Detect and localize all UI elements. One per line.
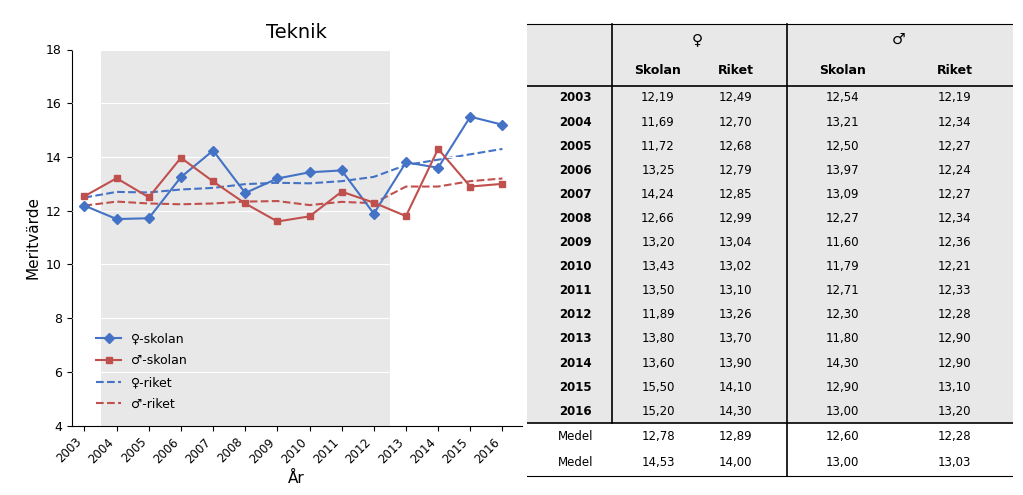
Text: 12,66: 12,66 bbox=[641, 212, 675, 225]
Text: 12,90: 12,90 bbox=[938, 333, 971, 346]
Text: Medel: Medel bbox=[558, 456, 593, 469]
Text: 13,00: 13,00 bbox=[826, 405, 859, 418]
Text: 12,27: 12,27 bbox=[938, 140, 971, 152]
Text: Medel: Medel bbox=[558, 430, 593, 443]
Text: 2010: 2010 bbox=[560, 260, 591, 273]
Text: 13,21: 13,21 bbox=[826, 115, 859, 129]
Text: 12,70: 12,70 bbox=[719, 115, 753, 129]
Text: 11,60: 11,60 bbox=[826, 236, 859, 249]
Text: Skolan: Skolan bbox=[819, 64, 866, 77]
Text: 11,72: 11,72 bbox=[641, 140, 675, 152]
Text: 13,00: 13,00 bbox=[826, 456, 859, 469]
Text: 13,60: 13,60 bbox=[641, 356, 675, 370]
Text: 13,43: 13,43 bbox=[641, 260, 675, 273]
Text: 14,30: 14,30 bbox=[719, 405, 753, 418]
Text: 13,04: 13,04 bbox=[719, 236, 753, 249]
Text: 12,89: 12,89 bbox=[719, 430, 753, 443]
Text: 11,79: 11,79 bbox=[826, 260, 859, 273]
Text: 12,99: 12,99 bbox=[719, 212, 753, 225]
Text: 2005: 2005 bbox=[560, 140, 591, 152]
Text: 12,90: 12,90 bbox=[826, 381, 859, 394]
Text: 2006: 2006 bbox=[560, 164, 591, 177]
Text: 13,20: 13,20 bbox=[938, 405, 971, 418]
Text: 13,50: 13,50 bbox=[641, 284, 675, 297]
Text: 13,10: 13,10 bbox=[719, 284, 753, 297]
Text: 14,53: 14,53 bbox=[641, 456, 675, 469]
Text: 12,90: 12,90 bbox=[938, 356, 971, 370]
Text: 12,49: 12,49 bbox=[719, 92, 753, 104]
Text: 14,30: 14,30 bbox=[826, 356, 859, 370]
Text: 2007: 2007 bbox=[560, 188, 591, 201]
Text: 2015: 2015 bbox=[560, 381, 591, 394]
Text: 12,78: 12,78 bbox=[641, 430, 675, 443]
Bar bbox=[527, 423, 1013, 476]
Text: 2011: 2011 bbox=[560, 284, 591, 297]
Legend: ♀-skolan, ♂-skolan, ♀-riket, ♂-riket: ♀-skolan, ♂-skolan, ♀-riket, ♂-riket bbox=[91, 327, 192, 416]
Text: 12,54: 12,54 bbox=[826, 92, 859, 104]
Bar bbox=[100, 50, 390, 426]
Text: 12,36: 12,36 bbox=[938, 236, 971, 249]
Text: 2016: 2016 bbox=[560, 405, 591, 418]
Text: 14,10: 14,10 bbox=[719, 381, 753, 394]
Title: Teknik: Teknik bbox=[266, 23, 327, 43]
Text: 12,27: 12,27 bbox=[826, 212, 859, 225]
Text: ♀: ♀ bbox=[692, 32, 703, 47]
Text: 2003: 2003 bbox=[560, 92, 591, 104]
Text: 12,27: 12,27 bbox=[938, 188, 971, 201]
Text: 12,50: 12,50 bbox=[826, 140, 859, 152]
Text: 12,68: 12,68 bbox=[719, 140, 753, 152]
Text: 12,24: 12,24 bbox=[938, 164, 971, 177]
Text: 13,90: 13,90 bbox=[719, 356, 753, 370]
Text: 13,02: 13,02 bbox=[719, 260, 753, 273]
Text: Riket: Riket bbox=[936, 64, 973, 77]
Text: ♂: ♂ bbox=[892, 32, 905, 47]
Text: 12,34: 12,34 bbox=[938, 115, 971, 129]
Text: 13,25: 13,25 bbox=[641, 164, 675, 177]
Text: 2012: 2012 bbox=[560, 308, 591, 321]
Text: 15,50: 15,50 bbox=[641, 381, 675, 394]
Text: 13,20: 13,20 bbox=[641, 236, 675, 249]
Text: 2009: 2009 bbox=[560, 236, 591, 249]
Text: 12,30: 12,30 bbox=[826, 308, 859, 321]
Text: 13,97: 13,97 bbox=[826, 164, 859, 177]
Text: 11,89: 11,89 bbox=[641, 308, 675, 321]
Text: 12,60: 12,60 bbox=[826, 430, 859, 443]
Text: Riket: Riket bbox=[718, 64, 754, 77]
Text: 12,21: 12,21 bbox=[938, 260, 971, 273]
Text: 12,79: 12,79 bbox=[719, 164, 753, 177]
Text: 11,80: 11,80 bbox=[826, 333, 859, 346]
Text: 13,09: 13,09 bbox=[826, 188, 859, 201]
Text: 13,03: 13,03 bbox=[938, 456, 971, 469]
Text: 13,26: 13,26 bbox=[719, 308, 753, 321]
Text: 11,69: 11,69 bbox=[641, 115, 675, 129]
Text: 14,24: 14,24 bbox=[641, 188, 675, 201]
Text: 12,85: 12,85 bbox=[719, 188, 753, 201]
Text: 12,28: 12,28 bbox=[938, 430, 971, 443]
Bar bbox=[527, 24, 1013, 423]
Text: 12,19: 12,19 bbox=[641, 92, 675, 104]
Text: 2008: 2008 bbox=[560, 212, 591, 225]
Text: 2004: 2004 bbox=[560, 115, 591, 129]
Text: Skolan: Skolan bbox=[634, 64, 681, 77]
Text: 12,34: 12,34 bbox=[938, 212, 971, 225]
Y-axis label: Meritvärde: Meritvärde bbox=[26, 196, 41, 279]
Text: 2014: 2014 bbox=[560, 356, 591, 370]
Text: 14,00: 14,00 bbox=[719, 456, 753, 469]
Text: 13,80: 13,80 bbox=[641, 333, 675, 346]
Text: 12,19: 12,19 bbox=[938, 92, 971, 104]
Text: 12,71: 12,71 bbox=[826, 284, 859, 297]
Text: 2013: 2013 bbox=[560, 333, 591, 346]
Text: 12,28: 12,28 bbox=[938, 308, 971, 321]
Text: 13,10: 13,10 bbox=[938, 381, 971, 394]
X-axis label: År: År bbox=[288, 471, 305, 486]
Text: 12,33: 12,33 bbox=[938, 284, 971, 297]
Text: 15,20: 15,20 bbox=[641, 405, 675, 418]
Text: 13,70: 13,70 bbox=[719, 333, 753, 346]
